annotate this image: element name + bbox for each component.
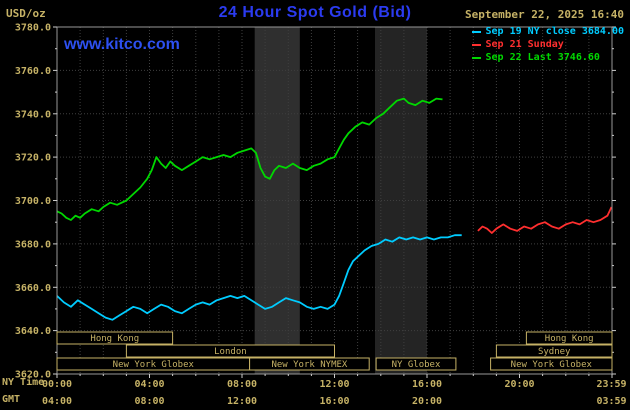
chart-title: 24 Hour Spot Gold (Bid) [218,4,412,21]
session-label: Hong Kong [90,334,139,344]
session-box [495,344,613,358]
chart-datetime: September 22, 2025 16:40 [465,8,624,21]
session-label: New York NYMEX [271,360,347,370]
session-box [525,331,613,345]
shaded-band [375,27,427,374]
legend-dash-icon [471,30,481,33]
ny-time-axis-label: NY Time [2,377,45,388]
y-axis-label: 3760.0 [15,66,51,77]
x-axis-label-ny: 12:00 [319,379,349,390]
x-axis-label-ny: 00:00 [42,379,72,390]
session-box [375,357,457,371]
legend-item: Sep 21 Sunday [471,38,624,51]
session-box [56,331,174,345]
legend-item: Sep 19 NY close 3684.00 [471,25,624,38]
series-line-sep21 [477,206,613,234]
session-box [125,344,336,358]
y-axis-label: 3740.0 [15,109,51,120]
session-label: New York Globex [511,360,593,370]
y-axis-label: 3660.0 [15,283,51,294]
y-axis-units-label: USD/oz [6,7,46,20]
x-axis-label-ny: 08:00 [227,379,257,390]
legend-label: Sep 21 Sunday [485,39,564,50]
series-line-sep19 [56,234,462,321]
legend-label: Sep 22 Last 3746.60 [485,52,600,63]
legend: Sep 19 NY close 3684.00 Sep 21 Sunday Sep … [471,25,624,64]
y-axis-label: 3720.0 [15,153,51,164]
y-axis-label: 3700.0 [15,196,51,207]
gmt-axis-label: GMT [2,394,21,405]
x-axis-label-gmt: 08:00 [134,396,164,407]
session-box [490,357,613,371]
y-axis-label: 3620.0 [15,370,51,381]
session-label: NY Globex [392,360,441,370]
x-axis-label-ny: 23:59 [596,379,626,390]
series-line-sep22 [56,97,443,221]
legend-label: Sep 19 NY close 3684.00 [485,26,624,37]
session-label: Hong Kong [545,334,594,344]
session-label: London [214,347,247,357]
y-axis-label: 3680.0 [15,239,51,250]
shaded-band [254,27,300,374]
x-axis-label-gmt: 03:59 [596,396,626,407]
session-box [249,357,370,371]
x-axis-label-ny: 16:00 [412,379,442,390]
x-axis-label-gmt: 12:00 [227,396,257,407]
x-axis-label-ny: 20:00 [504,379,534,390]
legend-item: Sep 22 Last 3746.60 [471,51,624,64]
session-label: New York Globex [113,360,195,370]
legend-dash-icon [471,56,481,59]
x-axis-label-gmt: 20:00 [412,396,442,407]
kitco-watermark-link[interactable]: www.kitco.com [64,36,180,53]
y-axis-label: 3640.0 [15,326,51,337]
x-axis-label-gmt: 16:00 [319,396,349,407]
legend-dash-icon [471,43,481,46]
y-axis-label: 3780.0 [15,23,51,34]
x-axis-label-ny: 04:00 [134,379,164,390]
x-axis-label-gmt: 04:00 [42,396,72,407]
session-label: Sydney [538,347,571,357]
